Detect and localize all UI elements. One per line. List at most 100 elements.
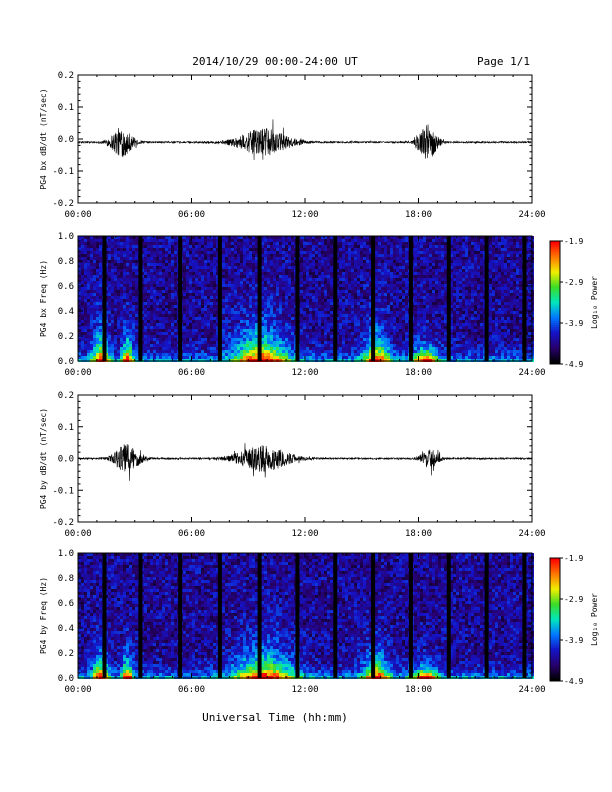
spectrogram-cell	[336, 302, 339, 305]
spectrogram-cell	[99, 284, 102, 287]
spectrogram-cell	[393, 242, 396, 245]
spectrogram-cell	[114, 335, 117, 338]
spectrogram-cell	[402, 293, 405, 296]
spectrogram-cell	[321, 263, 324, 266]
spectrogram-cell	[132, 323, 135, 326]
spectrogram-cell	[375, 248, 378, 251]
spectrogram-cell	[135, 335, 138, 338]
spectrogram-cell	[306, 356, 309, 359]
spectrogram-cell	[108, 299, 111, 302]
spectrogram-cell	[147, 302, 150, 305]
spectrogram-cell	[291, 326, 294, 329]
spectrogram-cell	[339, 347, 342, 350]
spectrogram-cell	[81, 356, 84, 359]
spectrogram-cell	[285, 317, 288, 320]
spectrogram-cell	[147, 239, 150, 242]
spectrogram-cell	[210, 329, 213, 332]
spectrogram-cell	[120, 296, 123, 299]
spectrogram-cell	[402, 332, 405, 335]
spectrogram-cell	[114, 281, 117, 284]
spectrogram-cell	[135, 254, 138, 257]
spectrogram-cell	[267, 344, 270, 347]
spectrogram-cell	[234, 332, 237, 335]
spectrogram-cell	[420, 254, 423, 257]
spectrogram-cell	[243, 317, 246, 320]
spectrogram-cell	[117, 272, 120, 275]
spectrogram-cell	[369, 299, 372, 302]
spectrogram-cell	[216, 329, 219, 332]
spectrogram-cell	[171, 251, 174, 254]
spectrogram-cell	[318, 311, 321, 314]
spectrogram-cell	[420, 317, 423, 320]
spectrogram-cell	[381, 278, 384, 281]
spectrogram-cell	[405, 254, 408, 257]
spectrogram-cell	[147, 326, 150, 329]
spectrogram-cell	[114, 269, 117, 272]
spectrogram-cell	[312, 272, 315, 275]
spectrogram-cell	[291, 266, 294, 269]
spectrogram-cell	[87, 353, 90, 356]
spectrogram-cell	[273, 254, 276, 257]
spectrogram-cell	[123, 341, 126, 344]
spectrogram-cell	[222, 281, 225, 284]
spectrogram-cell	[159, 257, 162, 260]
spectrogram-cell	[405, 320, 408, 323]
spectrogram-cell	[120, 290, 123, 293]
spectrogram-cell	[399, 329, 402, 332]
spectrogram-cell	[150, 305, 153, 308]
spectrogram-cell	[189, 287, 192, 290]
spectrogram-cell	[195, 269, 198, 272]
spectrogram-cell	[345, 254, 348, 257]
spectrogram-cell	[285, 293, 288, 296]
spectrogram-cell	[402, 260, 405, 263]
spectrogram-cell	[192, 281, 195, 284]
spectrogram-cell	[336, 308, 339, 311]
spectrogram-cell	[225, 293, 228, 296]
spectrogram-cell	[384, 257, 387, 260]
spectrogram-cell	[315, 308, 318, 311]
spectrogram-cell	[168, 299, 171, 302]
spectrogram-cell	[117, 344, 120, 347]
spectrogram-cell	[246, 311, 249, 314]
spectrogram-cell	[117, 314, 120, 317]
spectrogram-cell	[126, 260, 129, 263]
spectrogram-cell	[306, 272, 309, 275]
spectrogram-cell	[78, 236, 81, 239]
spectrogram-cell	[303, 284, 306, 287]
spectrogram-cell	[165, 335, 168, 338]
spectrogram-cell	[156, 329, 159, 332]
spectrogram-cell	[330, 356, 333, 359]
spectrogram-cell	[306, 335, 309, 338]
spectrogram-cell	[81, 308, 84, 311]
spectrogram-cell	[336, 332, 339, 335]
spectrogram-cell	[198, 350, 201, 353]
spectrogram-cell	[366, 305, 369, 308]
spectrogram-cell	[357, 323, 360, 326]
spectrogram-cell	[423, 248, 426, 251]
spectrogram-cell	[252, 272, 255, 275]
spectrogram-cell	[348, 251, 351, 254]
spectrogram-cell	[189, 263, 192, 266]
spectrogram-cell	[414, 317, 417, 320]
spectrogram-cell	[216, 308, 219, 311]
spectrogram-cell	[189, 281, 192, 284]
spectrogram-cell	[246, 335, 249, 338]
spectrogram-cell	[111, 266, 114, 269]
spectrogram-cell	[168, 269, 171, 272]
spectrogram-cell	[339, 266, 342, 269]
spectrogram-cell	[99, 275, 102, 278]
spectrogram-cell	[279, 290, 282, 293]
spectrogram-cell	[336, 338, 339, 341]
spectrogram-cell	[144, 296, 147, 299]
spectrogram-cell	[273, 296, 276, 299]
spectrogram-cell	[366, 275, 369, 278]
spectrogram-cell	[342, 317, 345, 320]
spectrogram-cell	[93, 356, 96, 359]
spectrogram-cell	[93, 248, 96, 251]
spectrogram-cell	[222, 263, 225, 266]
spectrogram-cell	[225, 317, 228, 320]
spectrogram-cell	[201, 245, 204, 248]
spectrogram-cell	[339, 290, 342, 293]
spectrogram-cell	[321, 329, 324, 332]
spectrogram-cell	[126, 338, 129, 341]
